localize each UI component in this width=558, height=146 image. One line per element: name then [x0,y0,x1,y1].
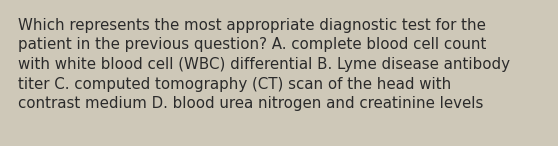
Text: with white blood cell (WBC) differential B. Lyme disease antibody: with white blood cell (WBC) differential… [18,57,510,72]
Text: contrast medium D. blood urea nitrogen and creatinine levels: contrast medium D. blood urea nitrogen a… [18,96,483,111]
Text: patient in the previous question? A. complete blood cell count: patient in the previous question? A. com… [18,38,487,53]
Text: titer C. computed tomography (CT) scan of the head with: titer C. computed tomography (CT) scan o… [18,77,451,92]
Text: Which represents the most appropriate diagnostic test for the: Which represents the most appropriate di… [18,18,486,33]
